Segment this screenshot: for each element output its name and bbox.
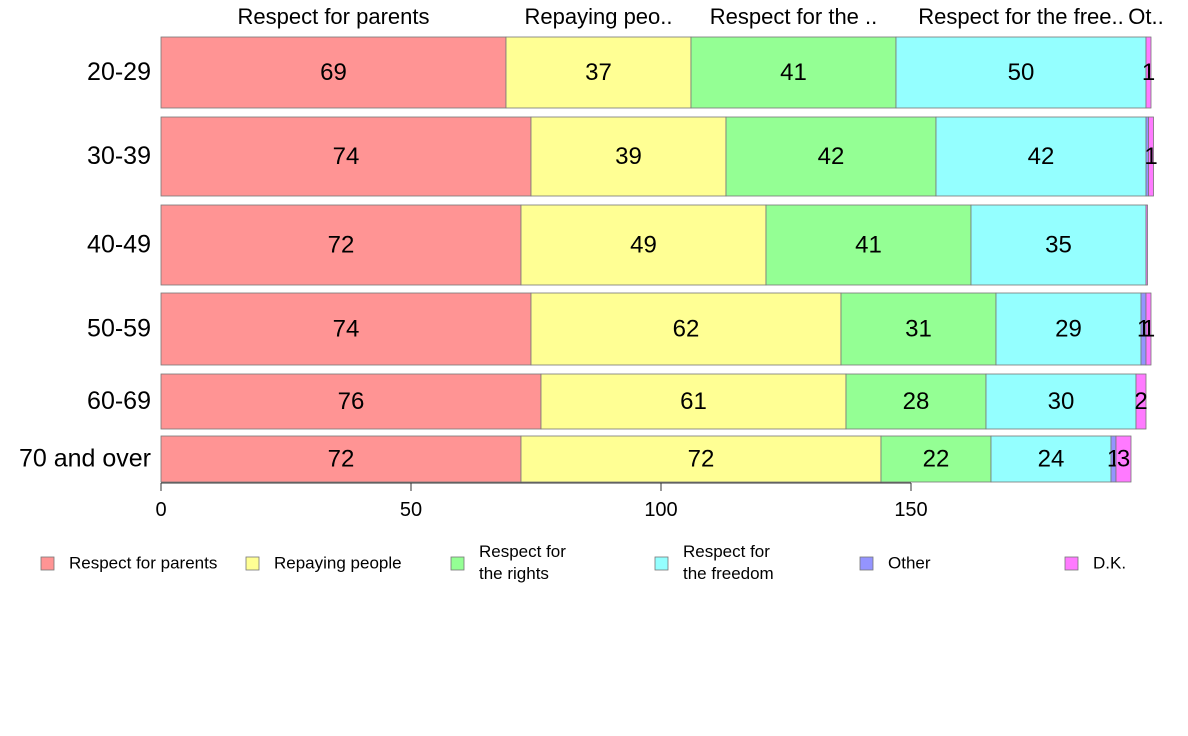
bar-segment bbox=[840, 292, 997, 366]
data-label: 31 bbox=[905, 315, 932, 342]
bar-segment bbox=[935, 116, 1147, 197]
data-label: 72 bbox=[688, 445, 715, 472]
x-tick-label: 100 bbox=[644, 499, 677, 521]
legend-label: Respect for the rights bbox=[479, 542, 566, 583]
legend-swatch bbox=[654, 556, 669, 571]
data-label: 50 bbox=[1008, 59, 1035, 86]
series-header: Respect for the free.. bbox=[918, 4, 1123, 29]
bar-segment bbox=[995, 292, 1142, 366]
data-label: 3 bbox=[1117, 445, 1130, 472]
data-label: 2 bbox=[1134, 388, 1147, 415]
data-label: 62 bbox=[673, 315, 700, 342]
bar-segment bbox=[505, 36, 692, 109]
data-label: 42 bbox=[1028, 143, 1055, 170]
bar-segment bbox=[765, 204, 972, 286]
data-label: 39 bbox=[615, 143, 642, 170]
legend-label: Other bbox=[888, 553, 931, 572]
category-label: 30-39 bbox=[87, 142, 151, 170]
data-label: 74 bbox=[333, 315, 360, 342]
category-label: 60-69 bbox=[87, 387, 151, 415]
category-label: 70 and over bbox=[19, 445, 151, 473]
series-header: Ot.. bbox=[1128, 4, 1163, 29]
data-label: 30 bbox=[1048, 388, 1075, 415]
data-label: 35 bbox=[1045, 231, 1072, 258]
x-tick-label: 50 bbox=[400, 499, 422, 521]
x-tick-label: 150 bbox=[894, 499, 927, 521]
data-label: 49 bbox=[630, 231, 657, 258]
data-label: 29 bbox=[1055, 315, 1082, 342]
bar-segment bbox=[895, 36, 1147, 109]
series-header: Respect for parents bbox=[238, 4, 430, 29]
data-label: 1 bbox=[1144, 143, 1157, 170]
data-label: 72 bbox=[328, 231, 355, 258]
category-label: 20-29 bbox=[87, 58, 151, 86]
bar-segment bbox=[540, 373, 847, 430]
bar-segment bbox=[530, 292, 842, 366]
bar-segment bbox=[520, 204, 767, 286]
data-label: 74 bbox=[333, 143, 360, 170]
bar-segment bbox=[1145, 292, 1152, 366]
legend-swatch bbox=[450, 556, 465, 571]
data-label: 41 bbox=[780, 59, 807, 86]
legend-label: D.K. bbox=[1093, 553, 1126, 572]
bar-segment bbox=[725, 116, 937, 197]
bar-segment bbox=[160, 116, 532, 197]
data-label: 24 bbox=[1038, 445, 1065, 472]
series-header-group: Respect for parents Repaying peo.. Respect… bbox=[238, 4, 1164, 29]
data-label: 37 bbox=[585, 59, 612, 86]
data-label: 41 bbox=[855, 231, 882, 258]
data-label: 42 bbox=[818, 143, 845, 170]
bar-segment bbox=[520, 435, 882, 483]
category-label-group: 20-29 30-39 40-49 50-59 60-69 70 and over bbox=[19, 58, 151, 473]
data-label: 76 bbox=[338, 388, 365, 415]
series-header: Repaying peo.. bbox=[525, 4, 673, 29]
bar-segment bbox=[530, 116, 727, 197]
x-axis: 0 50 100 150 bbox=[155, 482, 928, 521]
bar-segment bbox=[160, 373, 542, 430]
bar-segment bbox=[1148, 116, 1154, 197]
bar-segment bbox=[985, 373, 1137, 430]
data-label: 61 bbox=[680, 388, 707, 415]
bar-segment bbox=[1135, 373, 1147, 430]
legend-label: Respect for the freedom bbox=[683, 542, 774, 583]
bar-segment bbox=[160, 292, 532, 366]
legend-swatch bbox=[40, 556, 55, 571]
data-label: 69 bbox=[320, 59, 347, 86]
data-label: 72 bbox=[328, 445, 355, 472]
bar-segment bbox=[1115, 435, 1132, 483]
data-label: 28 bbox=[903, 388, 930, 415]
bar-segment bbox=[1145, 204, 1148, 286]
bar-segment bbox=[880, 435, 992, 483]
category-label: 40-49 bbox=[87, 231, 151, 259]
legend-swatch bbox=[859, 556, 874, 571]
legend-swatch bbox=[245, 556, 260, 571]
bar-segment bbox=[845, 373, 987, 430]
x-tick-label: 0 bbox=[155, 499, 166, 521]
legend-label: Respect for parents bbox=[69, 553, 217, 572]
category-label: 50-59 bbox=[87, 315, 151, 343]
bar-segment bbox=[690, 36, 897, 109]
bar-segment bbox=[160, 204, 522, 286]
data-label: 1 bbox=[1142, 59, 1155, 86]
legend-label: Repaying people bbox=[274, 553, 402, 572]
bar-segment bbox=[160, 435, 522, 483]
bar-segment bbox=[990, 435, 1112, 483]
bar-segment bbox=[970, 204, 1147, 286]
data-label: 22 bbox=[923, 445, 950, 472]
legend: Respect for parents Repaying people Respec… bbox=[40, 542, 1126, 583]
data-label: 1 bbox=[1142, 315, 1155, 342]
bar-segment bbox=[1145, 36, 1152, 109]
series-header: Respect for the .. bbox=[710, 4, 878, 29]
bar-segment bbox=[160, 36, 507, 109]
legend-swatch bbox=[1064, 556, 1079, 571]
